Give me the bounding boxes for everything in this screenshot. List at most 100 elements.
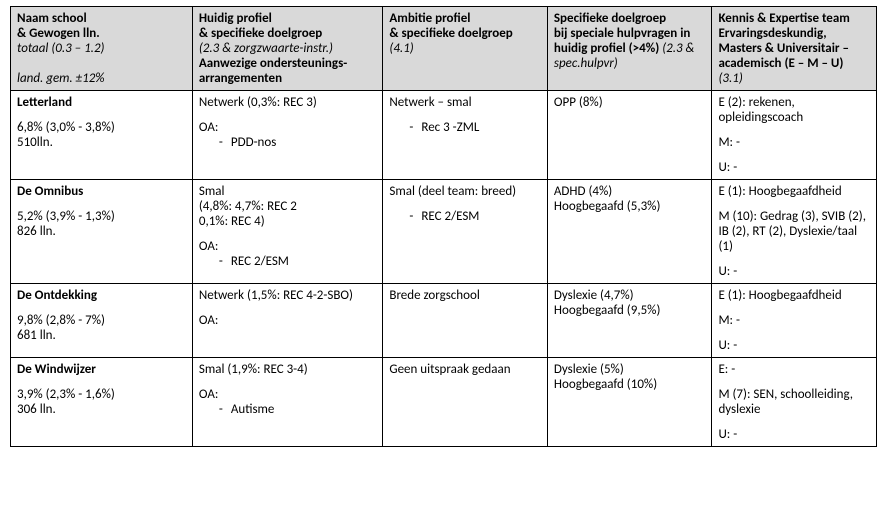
table-row: De Ontdekking 9,8% (2,8% - 7%)681 lln. Net…: [11, 284, 877, 358]
cell-text: ADHD (4%): [554, 184, 706, 199]
school-stats: 826 lln.: [17, 224, 186, 239]
cell-text: Netwerk – smal: [389, 95, 541, 110]
cell-ambitie-profiel: Netwerk – smal Rec 3 -ZML: [383, 91, 548, 180]
expertise-m: M: -: [718, 135, 870, 150]
list-item: REC 2/ESM: [389, 209, 541, 224]
school-stats: 6,8% (3,0% - 3,8%): [17, 120, 186, 135]
hdr-text: Kennis & Expertise team: [718, 11, 870, 26]
table-body: Letterland 6,8% (3,0% - 3,8%)510lln. Netwe…: [11, 91, 877, 447]
cell-text: Netwerk (1,5%: REC 4-2-SBO): [199, 288, 377, 303]
hdr-sub: land. gem. ±12%: [17, 71, 186, 86]
hdr-sub: (2.3 & zorgzwaarte-instr.): [199, 41, 377, 56]
schools-table: Naam school & Gewogen lln. totaal (0.3 –…: [10, 6, 877, 447]
cell-text: Dyslexie (4,7%): [554, 288, 706, 303]
hdr-text: & specifieke doelgroep: [199, 26, 377, 41]
cell-school: De Ontdekking 9,8% (2,8% - 7%)681 lln.: [11, 284, 193, 358]
cell-ambitie-profiel: Brede zorgschool: [383, 284, 548, 358]
school-stats: 306 lln.: [17, 402, 186, 417]
hdr-text: academisch (E – M – U): [718, 56, 870, 71]
school-name: De Windwijzer: [17, 362, 186, 377]
header-col-1: Huidig profiel & specifieke doelgroep (2…: [192, 7, 383, 91]
list-item: Autisme: [199, 402, 377, 417]
cell-kennis-expertise: E (1): Hoogbegaafdheid M: - U: -: [712, 284, 877, 358]
cell-text: Dyslexie (5%): [554, 362, 706, 377]
expertise-e: E (1): Hoogbegaafdheid: [718, 288, 870, 303]
oa-label: OA:: [199, 313, 377, 328]
header-col-0: Naam school & Gewogen lln. totaal (0.3 –…: [11, 7, 193, 91]
hdr-sub: (3.1): [718, 71, 870, 86]
expertise-u: U: -: [718, 264, 870, 279]
hdr-sub: (4.1): [389, 41, 541, 56]
expertise-m: M (10): Gedrag (3), SVIB (2), IB (2), RT…: [718, 209, 870, 254]
list-item: REC 2/ESM: [199, 254, 377, 269]
list-item: Rec 3 -ZML: [389, 120, 541, 135]
cell-text: Geen uitspraak gedaan: [389, 362, 541, 377]
table-row: De Windwijzer 3,9% (2,3% - 1,6%)306 lln. S…: [11, 358, 877, 447]
header-row: Naam school & Gewogen lln. totaal (0.3 –…: [11, 7, 877, 91]
cell-kennis-expertise: E (2): rekenen, opleidingscoach M: - U: -: [712, 91, 877, 180]
school-stats: 9,8% (2,8% - 7%): [17, 313, 186, 328]
expertise-u: U: -: [718, 427, 870, 442]
hdr-text: & specifieke doelgroep: [389, 26, 541, 41]
hdr-text: huidig profiel (>4%): [554, 41, 659, 56]
expertise-e: E: -: [718, 362, 870, 377]
hdr-text: Masters & Universitair –: [718, 41, 870, 56]
hdr-sub: totaal (0.3 – 1.2): [17, 41, 186, 56]
expertise-m: M: -: [718, 313, 870, 328]
table-container: Naam school & Gewogen lln. totaal (0.3 –…: [0, 0, 887, 457]
cell-huidig-profiel: Smal (1,9%: REC 3-4) OA:Autisme: [192, 358, 383, 447]
cell-kennis-expertise: E: - M (7): SEN, schoolleiding, dyslexie U…: [712, 358, 877, 447]
school-name: De Ontdekking: [17, 288, 186, 303]
expertise-e: E (2): rekenen, opleidingscoach: [718, 95, 870, 125]
expertise-m: M (7): SEN, schoolleiding, dyslexie: [718, 387, 870, 417]
hdr-text: Ambitie profiel: [389, 11, 541, 26]
cell-huidig-profiel: Netwerk (0,3%: REC 3) OA:PDD-nos: [192, 91, 383, 180]
school-name: Letterland: [17, 95, 186, 110]
cell-text: Netwerk (0,3%: REC 3): [199, 95, 377, 110]
cell-text: Brede zorgschool: [389, 288, 541, 303]
hdr-text: huidig profiel (>4%) (2.3 & spec.hulpvr): [554, 41, 706, 71]
hdr-text: arrangementen: [199, 71, 377, 86]
expertise-u: U: -: [718, 338, 870, 353]
expertise-e: E (1): Hoogbegaafdheid: [718, 184, 870, 199]
cell-text: Smal (deel team: breed): [389, 184, 541, 199]
list-item: PDD-nos: [199, 135, 377, 150]
cell-doelgroep: Dyslexie (5%)Hoogbegaafd (10%): [547, 358, 712, 447]
oa-label: OA:: [199, 120, 377, 135]
school-stats: 3,9% (2,3% - 1,6%): [17, 387, 186, 402]
cell-text: Hoogbegaafd (9,5%): [554, 303, 706, 318]
hdr-text: & Gewogen lln.: [17, 26, 186, 41]
hdr-text: Ervaringsdeskundig,: [718, 26, 870, 41]
hdr-text: bij speciale hulpvragen in: [554, 26, 706, 41]
cell-kennis-expertise: E (1): Hoogbegaafdheid M (10): Gedrag (3)…: [712, 180, 877, 284]
hdr-blank: [17, 56, 186, 71]
header-col-4: Kennis & Expertise team Ervaringsdeskund…: [712, 7, 877, 91]
expertise-u: U: -: [718, 160, 870, 175]
hdr-text: Huidig profiel: [199, 11, 377, 26]
cell-text: Hoogbegaafd (5,3%): [554, 199, 706, 214]
cell-text: 0,1%: REC 4): [199, 214, 377, 229]
cell-ambitie-profiel: Smal (deel team: breed) REC 2/ESM: [383, 180, 548, 284]
cell-ambitie-profiel: Geen uitspraak gedaan: [383, 358, 548, 447]
school-stats: 510lln.: [17, 135, 186, 150]
cell-doelgroep: Dyslexie (4,7%)Hoogbegaafd (9,5%): [547, 284, 712, 358]
table-row: De Omnibus5,2% (3,9% - 1,3%)826 lln.Smal…: [11, 180, 877, 284]
table-row: Letterland 6,8% (3,0% - 3,8%)510lln. Netwe…: [11, 91, 877, 180]
cell-doelgroep: OPP (8%): [547, 91, 712, 180]
cell-text: (4,8%: 4,7%: REC 2: [199, 199, 377, 214]
cell-huidig-profiel: Netwerk (1,5%: REC 4-2-SBO) OA:: [192, 284, 383, 358]
cell-text: Smal: [199, 184, 377, 199]
oa-label: OA:: [199, 239, 377, 254]
cell-text: Hoogbegaafd (10%): [554, 377, 706, 392]
school-stats: 681 lln.: [17, 328, 186, 343]
header-col-2: Ambitie profiel & specifieke doelgroep (…: [383, 7, 548, 91]
cell-text: OPP (8%): [554, 95, 706, 110]
hdr-text: Specifieke doelgroep: [554, 11, 706, 26]
school-stats: 5,2% (3,9% - 1,3%): [17, 209, 186, 224]
oa-label: OA:: [199, 387, 377, 402]
cell-school: De Windwijzer 3,9% (2,3% - 1,6%)306 lln.: [11, 358, 193, 447]
cell-school: Letterland 6,8% (3,0% - 3,8%)510lln.: [11, 91, 193, 180]
cell-doelgroep: ADHD (4%)Hoogbegaafd (5,3%): [547, 180, 712, 284]
cell-text: Smal (1,9%: REC 3-4): [199, 362, 377, 377]
hdr-text: Aanwezige ondersteunings-: [199, 56, 377, 71]
